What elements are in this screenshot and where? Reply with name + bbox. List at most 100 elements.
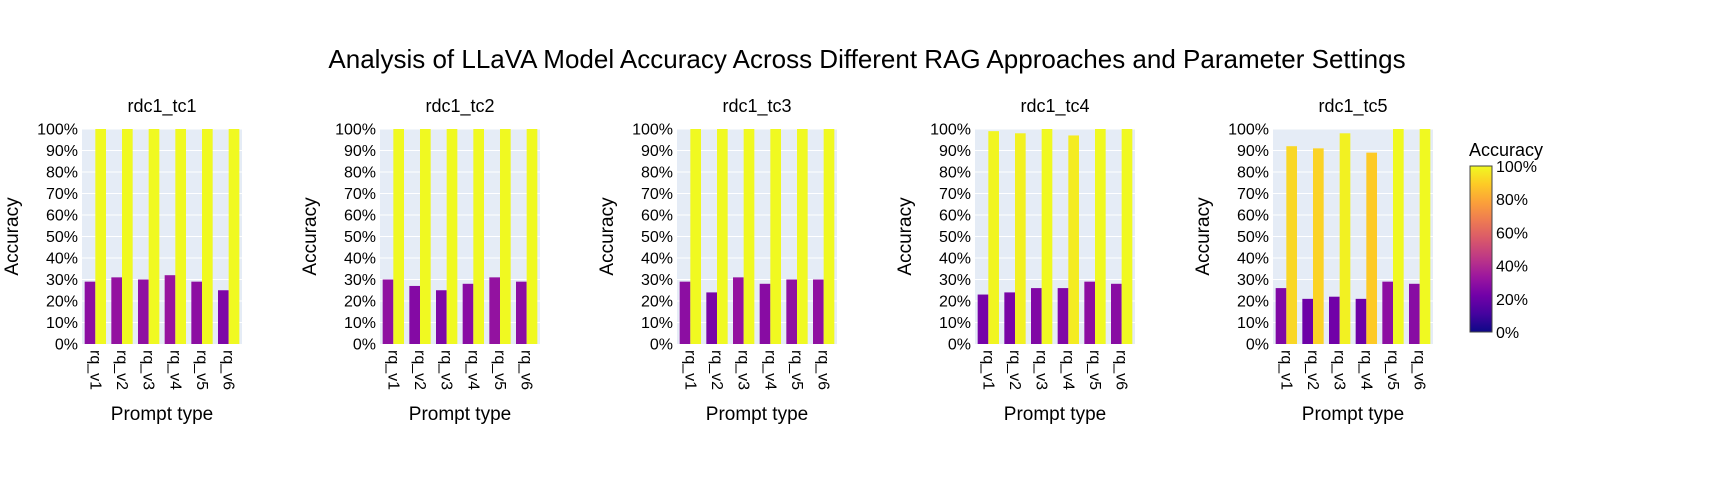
x-tick-label: rq_v3	[1331, 350, 1348, 390]
bar-rq_v6-series-1	[1111, 283, 1122, 344]
bar-rq_v1-series-2	[393, 129, 404, 344]
y-tick-label: 30%	[1237, 272, 1269, 289]
y-tick-label: 40%	[641, 251, 673, 268]
y-tick-label: 30%	[641, 272, 673, 289]
x-tick-label: rq_v3	[1033, 350, 1050, 390]
y-tick-label: 40%	[46, 251, 78, 268]
subplot-3: 0% 10% 20% 30% 40% 50% 60% 70% 80% 90% 100% rq_v1 rq…	[597, 96, 837, 425]
bar-rq_v3-series-1	[436, 290, 447, 344]
y-axis-title: Accuracy	[597, 197, 618, 276]
y-tick-label: 80%	[46, 165, 78, 182]
x-tick-label: rq_v6	[518, 350, 535, 390]
y-tick-label: 30%	[46, 272, 78, 289]
subplot-title: rdc1_tc4	[1020, 96, 1089, 117]
bar-rq_v1-series-2	[1286, 146, 1297, 344]
bar-rq_v2-series-2	[1313, 148, 1324, 344]
x-tick-label: rq_v2	[1304, 350, 1321, 390]
bar-rq_v4-series-2	[1068, 135, 1079, 344]
x-tick-label: rq_v4	[761, 350, 778, 390]
y-tick-label: 100%	[632, 122, 673, 139]
y-tick-label: 90%	[344, 143, 376, 160]
y-tick-label: 40%	[939, 251, 971, 268]
y-tick-label: 90%	[641, 143, 673, 160]
y-tick-label: 30%	[344, 272, 376, 289]
bar-rq_v2-series-1	[706, 292, 717, 344]
bar-rq_v1-series-1	[382, 279, 394, 344]
x-tick-label: rq_v5	[1384, 350, 1401, 390]
x-tick-label: rq_v4	[464, 350, 481, 390]
x-axis-title: Prompt type	[111, 404, 213, 425]
bar-rq_v6-series-2	[228, 129, 240, 344]
y-tick-label: 20%	[344, 294, 376, 311]
y-tick-label: 100%	[930, 122, 971, 139]
bar-rq_v3-series-2	[446, 129, 458, 344]
x-tick-label: rq_v6	[815, 350, 832, 390]
bar-rq_v4-series-1	[759, 283, 771, 344]
y-tick-label: 10%	[641, 315, 673, 332]
x-tick-label: rq_v1	[1277, 350, 1294, 390]
x-axis-title: Prompt type	[706, 404, 808, 425]
y-tick-label: 90%	[1237, 143, 1269, 160]
bar-rq_v6-series-1	[516, 281, 527, 344]
subplot-5: 0% 10% 20% 30% 40% 50% 60% 70% 80% 90% 100% rq_v1 rq…	[1193, 96, 1433, 425]
bar-rq_v1-series-1	[84, 281, 96, 344]
y-tick-label: 0%	[55, 337, 78, 354]
bar-rq_v1-series-2	[95, 129, 106, 344]
x-tick-label: rq_v4	[1059, 350, 1076, 390]
y-tick-label: 80%	[344, 165, 376, 182]
subplot-1: 0% 10% 20% 30% 40% 50% 60% 70% 80% 90% 100% rq_v1 rq…	[2, 96, 242, 425]
subplot-title: rdc1_tc2	[425, 96, 494, 117]
y-tick-label: 40%	[1237, 251, 1269, 268]
x-tick-label: rq_v3	[735, 350, 752, 390]
y-tick-label: 90%	[939, 143, 971, 160]
colorbar-tick-label: 20%	[1496, 292, 1528, 309]
x-tick-label: rq_v2	[708, 350, 725, 390]
x-tick-label: rq_v5	[1086, 350, 1103, 390]
colorbar-title: Accuracy	[1469, 140, 1543, 160]
bar-rq_v5-series-1	[191, 281, 202, 344]
bar-rq_v1-series-2	[988, 131, 999, 344]
bar-rq_v6-series-1	[1409, 283, 1420, 344]
y-axis-title: Accuracy	[300, 197, 321, 276]
bar-rq_v2-series-2	[1015, 133, 1026, 344]
y-tick-label: 60%	[46, 208, 78, 225]
y-tick-label: 20%	[939, 294, 971, 311]
bar-rq_v2-series-1	[1302, 298, 1313, 344]
y-tick-label: 10%	[46, 315, 78, 332]
bar-rq_v2-series-2	[420, 129, 431, 344]
x-tick-label: rq_v6	[1411, 350, 1428, 390]
subplot-panels: 0% 10% 20% 30% 40% 50% 60% 70% 80% 90% 100% rq_v1 rq…	[2, 96, 1433, 425]
bar-rq_v1-series-1	[679, 281, 691, 344]
bar-rq_v4-series-1	[1355, 298, 1367, 344]
x-tick-label: rq_v3	[438, 350, 455, 390]
y-tick-label: 60%	[939, 208, 971, 225]
bar-rq_v5-series-2	[1095, 129, 1106, 344]
y-tick-label: 50%	[46, 229, 78, 246]
y-tick-label: 60%	[1237, 208, 1269, 225]
bar-rq_v1-series-1	[1275, 288, 1287, 344]
x-tick-label: rq_v5	[491, 350, 508, 390]
bar-rq_v4-series-1	[164, 275, 176, 344]
x-tick-label: rq_v5	[193, 350, 210, 390]
bar-rq_v6-series-1	[813, 279, 824, 344]
bar-rq_v2-series-2	[717, 129, 728, 344]
bar-rq_v5-series-1	[1382, 281, 1393, 344]
y-tick-label: 80%	[641, 165, 673, 182]
y-tick-label: 100%	[37, 122, 78, 139]
x-tick-label: rq_v3	[140, 350, 157, 390]
y-tick-label: 20%	[46, 294, 78, 311]
subplot-4: 0% 10% 20% 30% 40% 50% 60% 70% 80% 90% 100% rq_v1 rq…	[895, 96, 1135, 425]
bar-rq_v4-series-2	[770, 129, 781, 344]
y-tick-label: 0%	[1246, 337, 1269, 354]
bar-rq_v6-series-1	[218, 290, 229, 344]
y-tick-label: 20%	[641, 294, 673, 311]
x-tick-label: rq_v1	[979, 350, 996, 390]
y-tick-label: 50%	[939, 229, 971, 246]
x-axis-title: Prompt type	[1302, 404, 1404, 425]
y-tick-label: 0%	[353, 337, 376, 354]
y-tick-label: 70%	[46, 186, 78, 203]
y-tick-label: 100%	[335, 122, 376, 139]
y-tick-label: 50%	[641, 229, 673, 246]
y-tick-label: 70%	[1237, 186, 1269, 203]
